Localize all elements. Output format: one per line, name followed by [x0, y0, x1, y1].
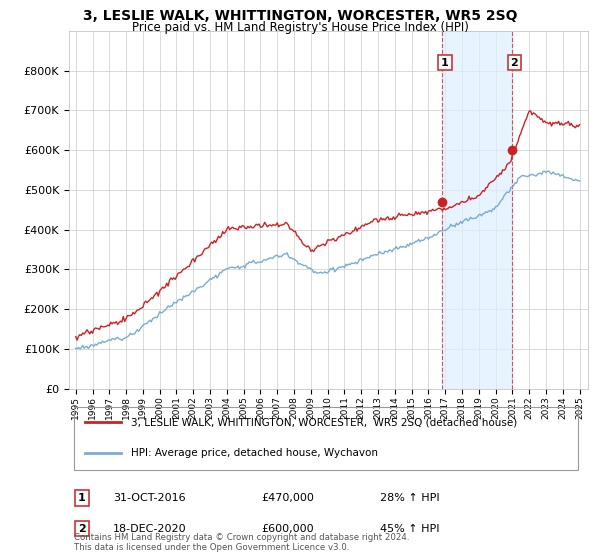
Text: 45% ↑ HPI: 45% ↑ HPI — [380, 524, 440, 534]
Text: 2: 2 — [511, 58, 518, 68]
Text: £470,000: £470,000 — [261, 493, 314, 503]
Bar — [442, 31, 512, 389]
Text: £600,000: £600,000 — [261, 524, 314, 534]
Text: Contains HM Land Registry data © Crown copyright and database right 2024.
This d: Contains HM Land Registry data © Crown c… — [74, 533, 410, 552]
Text: 3, LESLIE WALK, WHITTINGTON, WORCESTER, WR5 2SQ: 3, LESLIE WALK, WHITTINGTON, WORCESTER, … — [83, 9, 517, 23]
Text: 18-DEC-2020: 18-DEC-2020 — [113, 524, 187, 534]
Text: 31-OCT-2016: 31-OCT-2016 — [113, 493, 186, 503]
Text: 3, LESLIE WALK, WHITTINGTON, WORCESTER,  WR5 2SQ (detached house): 3, LESLIE WALK, WHITTINGTON, WORCESTER, … — [131, 417, 518, 427]
Text: 1: 1 — [441, 58, 449, 68]
Text: 2: 2 — [78, 524, 86, 534]
Text: Price paid vs. HM Land Registry's House Price Index (HPI): Price paid vs. HM Land Registry's House … — [131, 21, 469, 34]
Text: 28% ↑ HPI: 28% ↑ HPI — [380, 493, 440, 503]
Text: HPI: Average price, detached house, Wychavon: HPI: Average price, detached house, Wych… — [131, 448, 378, 458]
Text: 1: 1 — [78, 493, 86, 503]
